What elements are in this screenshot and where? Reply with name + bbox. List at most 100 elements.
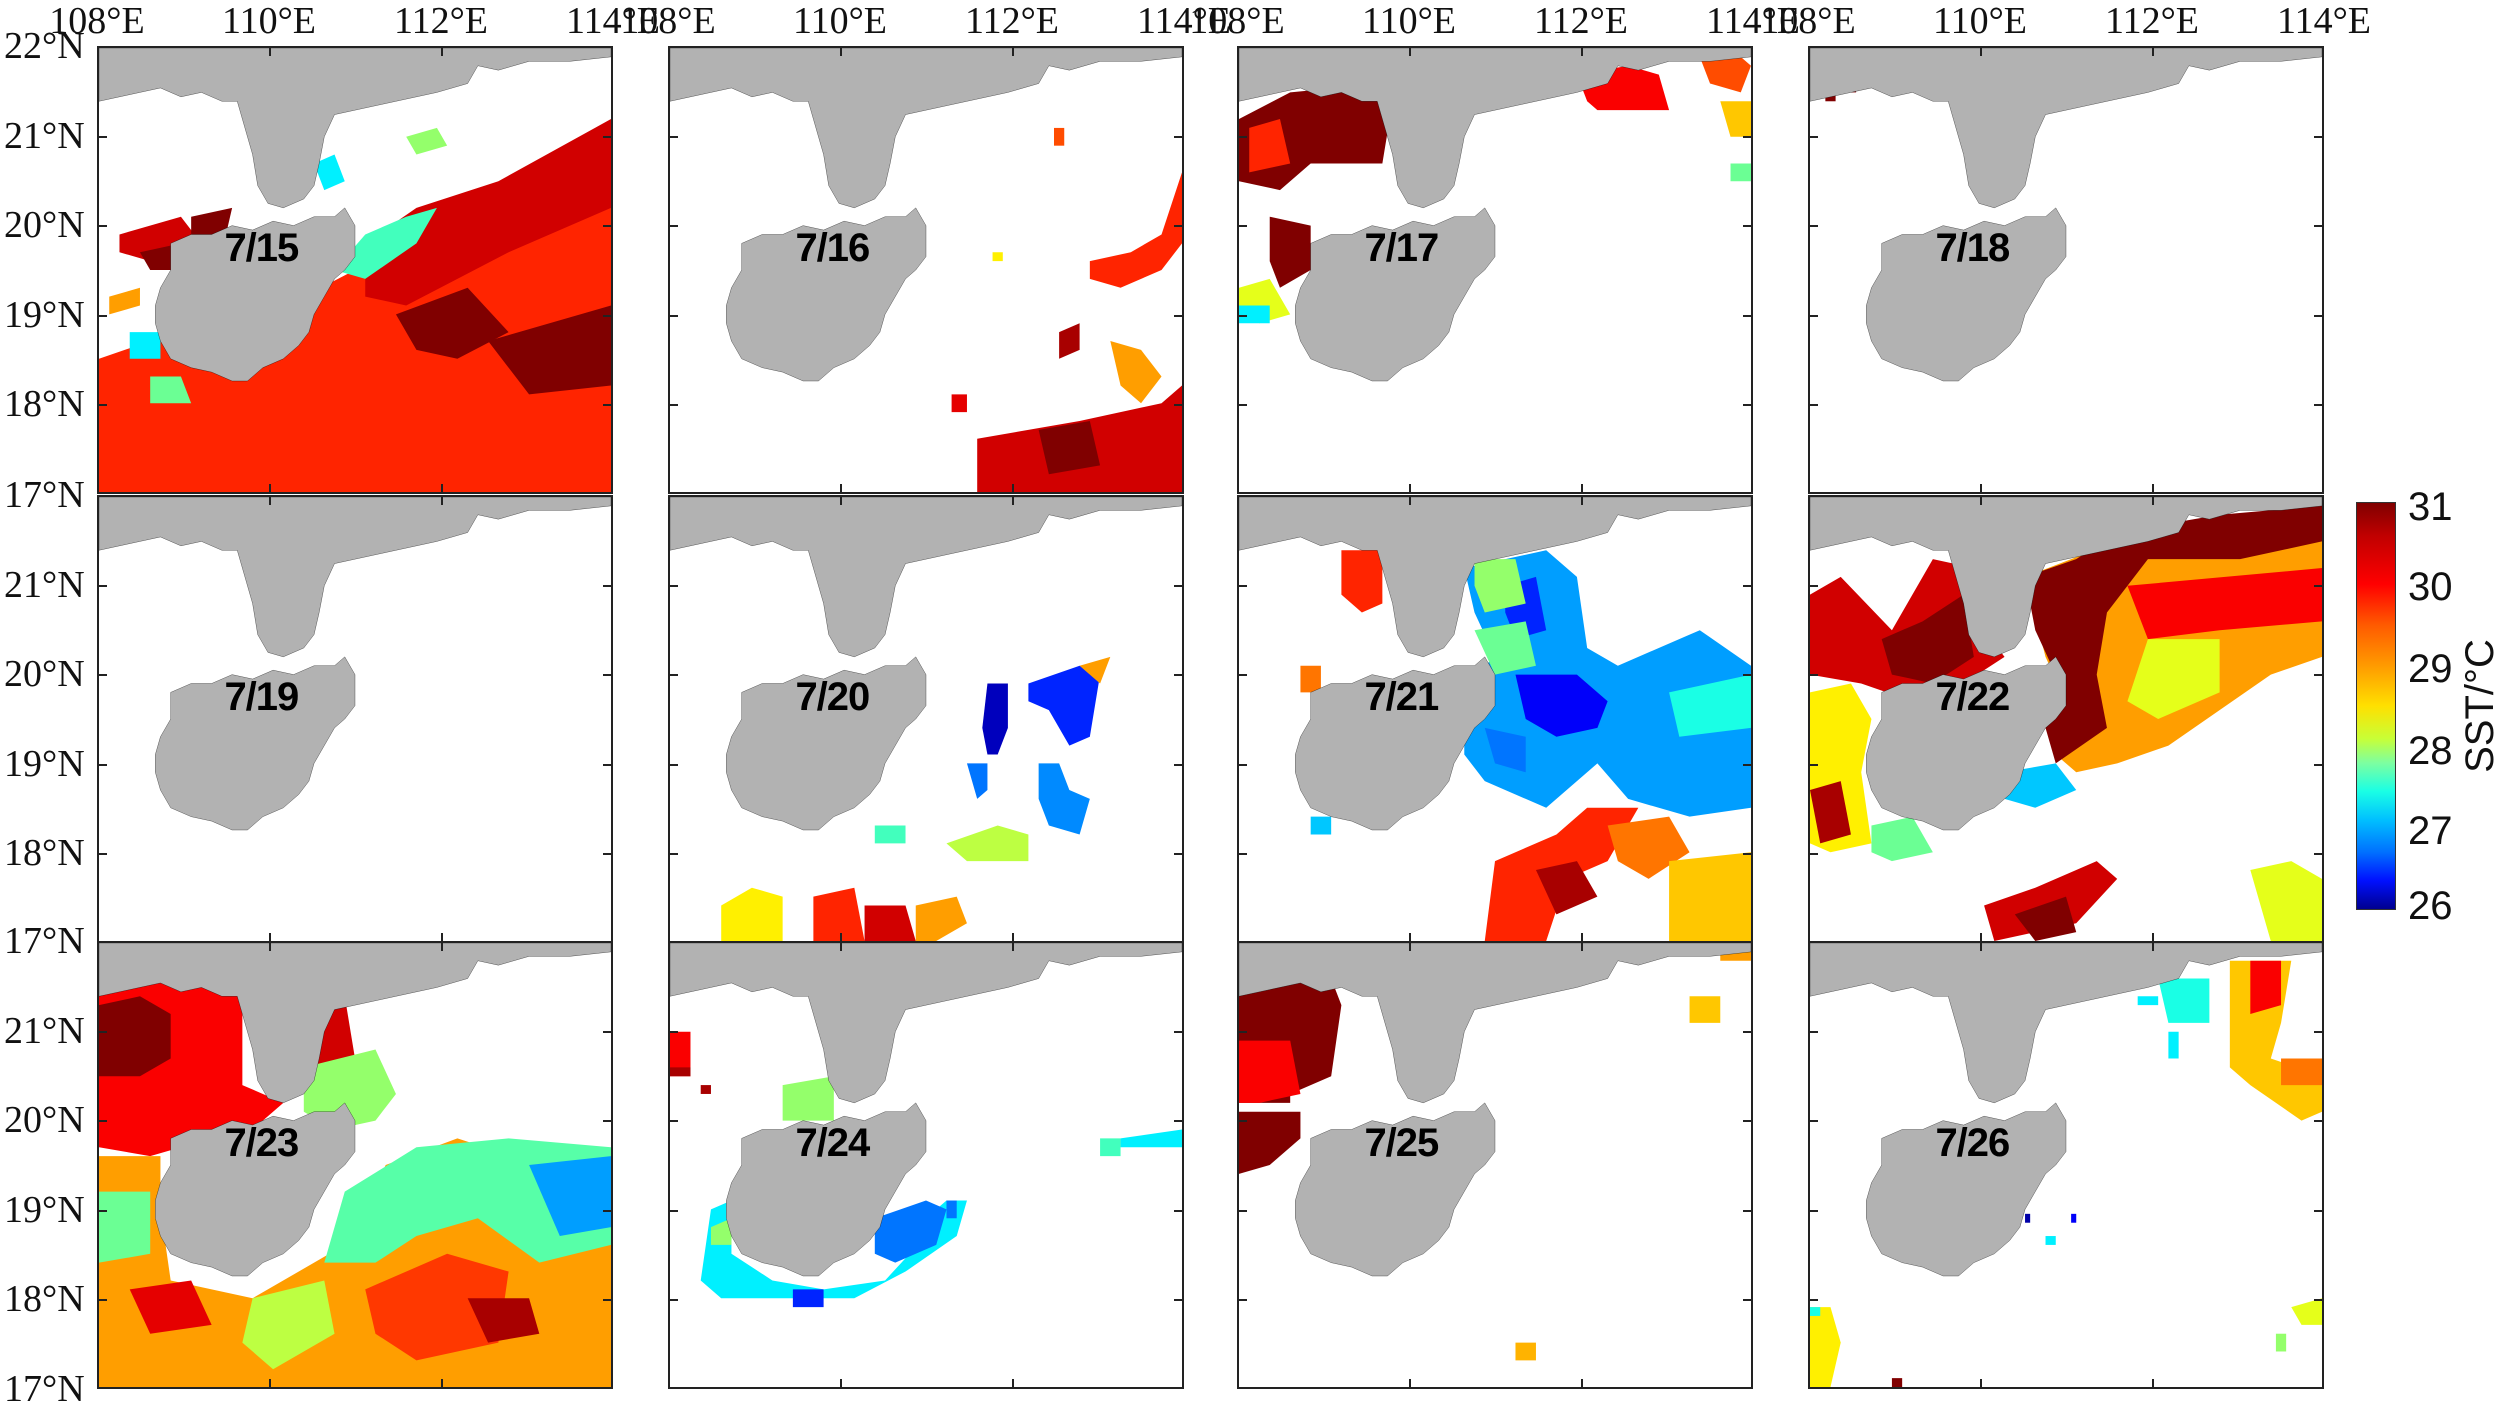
y-tick-label: 19°N [4, 742, 85, 785]
mainland [1239, 497, 1751, 657]
y-tick-label: 19°N [4, 1188, 85, 1231]
y-tick [1810, 314, 1818, 317]
sst-patch [1484, 727, 1526, 773]
mainland [99, 497, 611, 657]
sst-patch [1810, 1307, 1841, 1387]
y-tick [99, 404, 107, 407]
x-tick [1409, 933, 1411, 941]
hainan-island [726, 1103, 926, 1276]
hainan-island [1866, 1103, 2066, 1276]
x-tick-label: 114°E [2277, 0, 2371, 42]
x-tick-label: 110°E [222, 0, 316, 42]
y-tick [2314, 314, 2322, 317]
mainland [1810, 497, 2322, 657]
x-tick [1409, 1379, 1411, 1387]
y-tick [1743, 135, 1751, 138]
colorbar-title: SST/°C [2458, 639, 2500, 773]
sst-patch [467, 1298, 540, 1343]
sst-patch [1720, 101, 1751, 137]
x-tick-label: 110°E [1933, 0, 2027, 42]
sst-patches [1239, 943, 1751, 1361]
sst-patch [1100, 1138, 1121, 1157]
sst-patch [365, 1253, 509, 1361]
y-tick [1174, 674, 1182, 677]
y-tick-label: 22°N [4, 25, 85, 67]
y-tick [1239, 1209, 1247, 1212]
y-tick-label: 21°N [4, 114, 85, 157]
sst-patches [670, 1031, 1182, 1308]
hainan-island [1295, 208, 1495, 381]
y-tick [1239, 853, 1247, 856]
x-tick [2152, 933, 2154, 941]
y-tick [670, 135, 678, 138]
y-tick [1810, 763, 1818, 766]
y-tick [1239, 1299, 1247, 1302]
sst-patches [1810, 505, 2322, 941]
y-tick [99, 1030, 107, 1033]
x-tick [441, 933, 443, 941]
x-tick [1581, 943, 1583, 951]
y-tick [1239, 1120, 1247, 1123]
sst-patch [1871, 816, 1933, 862]
y-tick [1810, 1030, 1818, 1033]
sst-patch [1535, 861, 1598, 915]
colorbar-tick-26: 26 [2408, 884, 2453, 928]
hainan-island [1295, 1103, 1495, 1276]
y-tick [1743, 853, 1751, 856]
hainan-island [1866, 208, 2066, 381]
sst-patch [966, 763, 988, 799]
x-tick [1409, 497, 1411, 505]
sst-patch [2004, 763, 2077, 808]
y-tick [603, 763, 611, 766]
y-tick [1743, 674, 1751, 677]
sst-map [1810, 943, 2322, 1387]
y-tick [99, 1299, 107, 1302]
sst-patch [303, 1049, 396, 1130]
sst-patch [1239, 1040, 1301, 1103]
y-tick [1174, 314, 1182, 317]
sst-patch [2250, 861, 2322, 941]
y-tick [1174, 135, 1182, 138]
x-tick [269, 933, 271, 941]
x-tick-label: 108°E [1189, 0, 1285, 42]
sst-patch [1310, 816, 1332, 835]
sst-patch [1474, 621, 1536, 675]
x-tick [1012, 497, 1014, 505]
y-tick [1239, 584, 1247, 587]
x-tick-label: 112°E [965, 0, 1059, 42]
y-tick [2314, 1299, 2322, 1302]
y-tick [670, 584, 678, 587]
colorbar-tick-28: 28 [2408, 729, 2453, 773]
x-tick [1581, 484, 1583, 492]
mainland [1810, 48, 2322, 208]
y-tick [1810, 674, 1818, 677]
sst-map [99, 943, 611, 1387]
x-tick [1980, 1379, 1982, 1387]
sst-patch [982, 683, 1008, 755]
sst-map-panel: 7/18 [1808, 46, 2324, 494]
y-tick [99, 674, 107, 677]
y-tick [1810, 1209, 1818, 1212]
y-tick [1174, 853, 1182, 856]
y-tick-label: 17°N [4, 920, 85, 962]
sst-patch [782, 1076, 834, 1121]
sst-patch [2168, 1031, 2179, 1059]
sst-map-panel: 7/15 [97, 46, 613, 494]
sst-patch [992, 252, 1003, 262]
sst-patches [99, 119, 611, 492]
y-tick [1743, 314, 1751, 317]
y-tick [670, 404, 678, 407]
y-tick [1174, 1030, 1182, 1033]
y-tick [603, 1209, 611, 1212]
sst-patch [1699, 56, 1751, 93]
sst-map-panel: 7/20 [668, 495, 1184, 943]
y-tick [603, 404, 611, 407]
y-tick [1743, 1299, 1751, 1302]
x-tick-label: 114°E [1706, 0, 1800, 42]
y-tick [670, 1120, 678, 1123]
x-tick [1012, 943, 1014, 951]
sst-patch [1028, 665, 1101, 746]
sst-patch [2127, 639, 2220, 719]
y-tick-label: 21°N [4, 1009, 85, 1052]
